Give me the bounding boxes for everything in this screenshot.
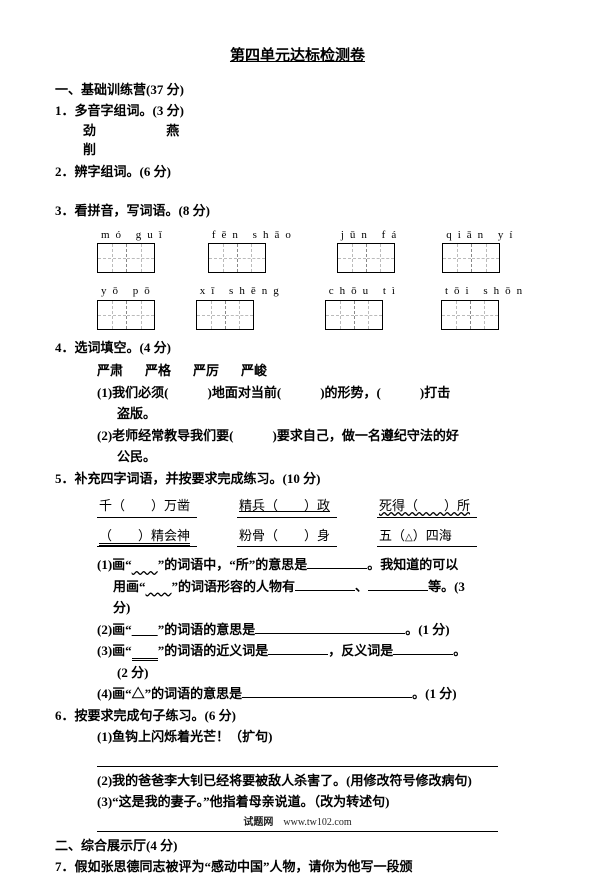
char-cell xyxy=(197,301,225,329)
char-cell xyxy=(470,301,498,329)
pinyin-label: chōu tì xyxy=(325,283,401,300)
pinyin-block: mó guǐ xyxy=(97,227,168,274)
page-footer: 试题网 www.tw102.com xyxy=(0,815,595,830)
char-xue: 削 xyxy=(83,142,96,157)
char-grid xyxy=(97,300,155,330)
word-3: 严厉 xyxy=(193,361,219,381)
pinyin-block: chōu tì xyxy=(325,283,401,330)
pinyin-label: yō pō xyxy=(97,283,156,300)
char-grid xyxy=(97,243,155,273)
char-cell xyxy=(98,301,126,329)
q5-sub1: (1)画“ ”的词语中，“所”的意思是。我知道的可以 xyxy=(55,555,540,575)
char-cell xyxy=(209,244,237,272)
char-grid xyxy=(337,243,395,273)
q5-sub1c: 分) xyxy=(55,598,540,618)
footer-url: www.tw102.com xyxy=(283,817,351,828)
idiom-3: 死得（ ）所 xyxy=(377,496,477,518)
q2-space xyxy=(55,181,540,199)
footer-site: 试题网 xyxy=(243,817,273,828)
pinyin-block: yō pō xyxy=(97,283,156,330)
q6-text: 6．按要求完成句子练习。(6 分) xyxy=(55,706,540,726)
blank-line-1 xyxy=(97,753,498,767)
q6-item1: (1)鱼钩上闪烁着光芒！（扩句) xyxy=(55,727,540,747)
char-grid xyxy=(442,243,500,273)
pinyin-label: mó guǐ xyxy=(97,227,168,244)
pinyin-block: tōi shōn xyxy=(441,283,528,330)
char-cell xyxy=(237,244,265,272)
char-cell xyxy=(338,244,366,272)
char-grid xyxy=(325,300,383,330)
char-cell xyxy=(98,244,126,272)
idiom-4: （ ）精会神 xyxy=(97,526,197,548)
q5-sub4: (4)画“△”的词语的意思是。(1 分) xyxy=(55,684,540,704)
q5-text: 5．补充四字词语，并按要求完成练习。(10 分) xyxy=(55,469,540,489)
q4-text: 4．选词填空。(4 分) xyxy=(55,338,540,358)
q4-item2b: 公民。 xyxy=(55,447,540,467)
pinyin-label: tōi shōn xyxy=(441,283,528,300)
idiom-1: 千（ ）万凿 xyxy=(97,496,197,518)
q5-sub2: (2)画“ ”的词语的意思是。(1 分) xyxy=(55,620,540,640)
char-cell xyxy=(442,301,470,329)
char-cell xyxy=(366,244,394,272)
q1-chars-2: 削 xyxy=(55,140,540,160)
char-cell xyxy=(471,244,499,272)
section-2-heading: 二、综合展示厅(4 分) xyxy=(55,836,540,856)
char-yan: 燕 xyxy=(166,123,179,138)
char-cell xyxy=(225,301,253,329)
q4-item1: (1)我们必须( )地面对当前( )的形势，( )打击 xyxy=(55,383,540,403)
q3-text: 3．看拼音，写词语。(8 分) xyxy=(55,201,540,221)
q7-text: 7．假如张思德同志被评为“感动中国”人物，请你为他写一段颁 xyxy=(55,857,540,877)
pinyin-row-2: yō pō xī shēng chōu tì tōi shōn xyxy=(55,283,540,330)
word-4: 严峻 xyxy=(241,361,267,381)
q1-text: 1．多音字组词。(3 分) xyxy=(55,101,540,121)
pinyin-row-1: mó guǐ fēn shāo jūn fá qiān yí xyxy=(55,227,540,274)
char-grid xyxy=(208,243,266,273)
word-1: 严肃 xyxy=(97,361,123,381)
pinyin-block: fēn shāo xyxy=(208,227,297,274)
idiom-6: 五（△）四海 xyxy=(377,526,477,548)
char-cell xyxy=(126,244,154,272)
idiom-5: 粉骨（ ）身 xyxy=(237,526,337,548)
pinyin-block: jūn fá xyxy=(337,227,402,274)
page-title: 第四单元达标检测卷 xyxy=(55,45,540,68)
pinyin-label: jūn fá xyxy=(337,227,402,244)
char-jin: 劲 xyxy=(83,121,163,141)
pinyin-label: fēn shāo xyxy=(208,227,297,244)
q5-sub3b: (2 分) xyxy=(55,663,540,683)
q2-text: 2．辨字组词。(6 分) xyxy=(55,162,540,182)
char-grid xyxy=(441,300,499,330)
q4-words: 严肃 严格 严厉 严峻 xyxy=(55,361,540,381)
idiom-row-2: （ ）精会神 粉骨（ ）身 五（△）四海 xyxy=(55,526,540,548)
q4-item1b: 盗版。 xyxy=(55,404,540,424)
pinyin-label: xī shēng xyxy=(196,283,285,300)
section-1-heading: 一、基础训练营(37 分) xyxy=(55,80,540,100)
q1-chars: 劲 燕 xyxy=(55,121,540,141)
char-grid xyxy=(196,300,254,330)
idiom-2: 精兵（ ）政 xyxy=(237,496,337,518)
char-cell xyxy=(326,301,354,329)
q6-item3: (3)“这是我的妻子。”他指着母亲说道。（改为转述句) xyxy=(55,792,540,812)
char-cell xyxy=(126,301,154,329)
char-cell xyxy=(443,244,471,272)
word-2: 严格 xyxy=(145,361,171,381)
q5-sub3: (3)画“ ”的词语的近义词是，反义词是。 xyxy=(55,641,540,661)
q5-sub1b: 用画“ ”的词语形容的人物有、等。(3 xyxy=(55,577,540,597)
q6-item2: (2)我的爸爸李大钊已经将要被敌人杀害了。(用修改符号修改病句) xyxy=(55,771,540,791)
q4-item2: (2)老师经常教导我们要( )要求自己，做一名遵纪守法的好 xyxy=(55,426,540,446)
idiom-row-1: 千（ ）万凿 精兵（ ）政 死得（ ）所 xyxy=(55,496,540,518)
pinyin-block: xī shēng xyxy=(196,283,285,330)
pinyin-block: qiān yí xyxy=(442,227,518,274)
pinyin-label: qiān yí xyxy=(442,227,518,244)
char-cell xyxy=(354,301,382,329)
